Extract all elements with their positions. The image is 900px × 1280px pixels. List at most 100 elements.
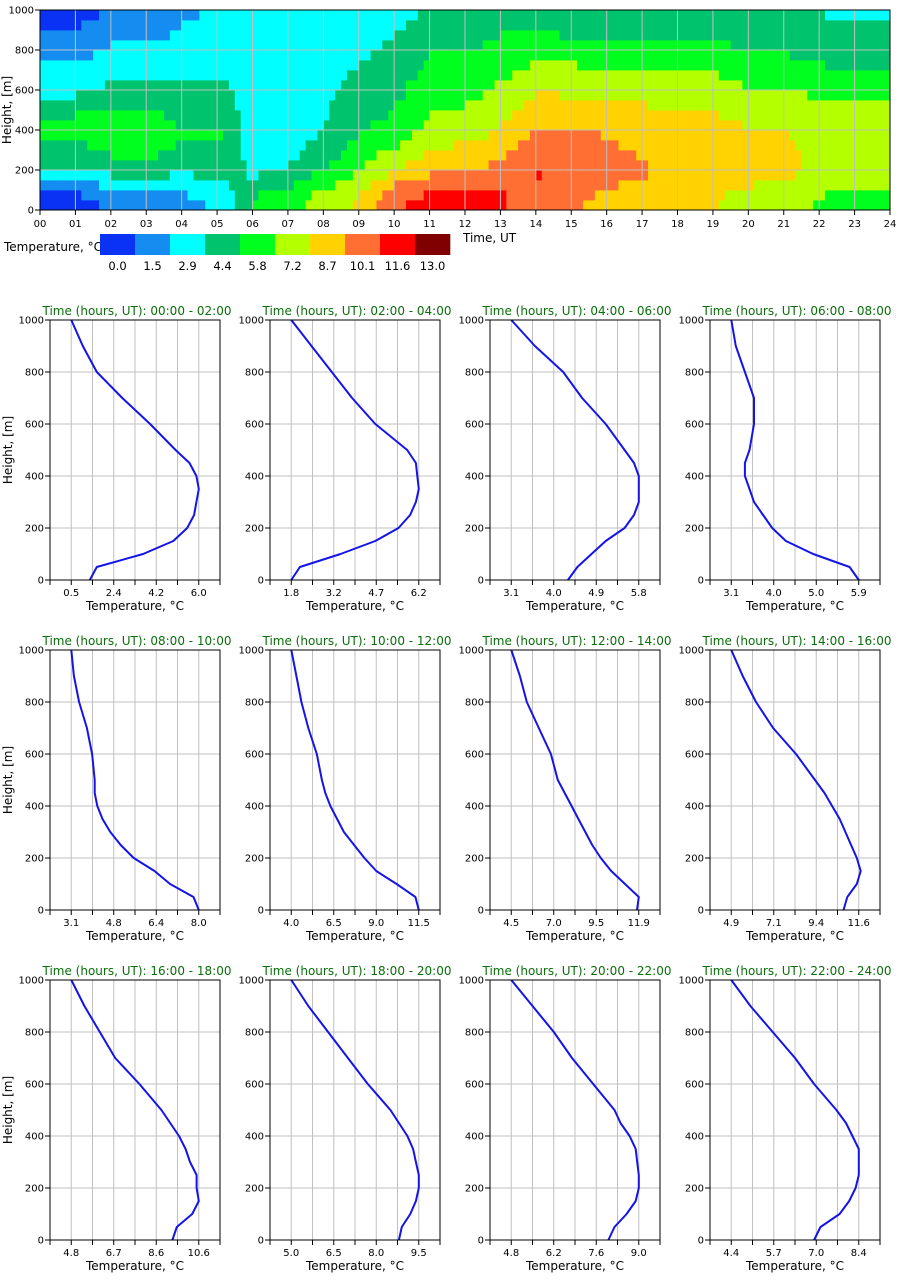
profile-y-tick-label: 0	[698, 576, 704, 587]
heatmap-cell	[364, 100, 371, 111]
heatmap-cell	[423, 170, 430, 181]
heatmap-cell	[801, 130, 808, 141]
heatmap-cell	[264, 120, 271, 131]
heatmap-cell	[830, 130, 838, 141]
heatmap-cell	[730, 30, 737, 41]
heatmap-x-tick-label: 02	[104, 219, 117, 230]
heatmap-cell	[553, 20, 560, 31]
heatmap-cell	[417, 170, 425, 181]
heatmap-cell	[482, 100, 490, 111]
heatmap-cell	[63, 20, 70, 31]
heatmap-cell	[187, 110, 194, 121]
profile-y-tick-label: 800	[245, 1028, 264, 1039]
heatmap-cell	[228, 50, 236, 61]
heatmap-cell	[653, 80, 661, 91]
heatmap-cell	[346, 200, 354, 211]
heatmap-cell	[217, 180, 224, 191]
heatmap-cell	[884, 120, 891, 131]
heatmap-cell	[376, 190, 383, 201]
heatmap-cell	[51, 190, 59, 201]
heatmap-cell	[512, 160, 519, 171]
heatmap-cell	[801, 110, 808, 121]
heatmap-cell	[211, 70, 218, 81]
heatmap-cell	[671, 140, 678, 151]
heatmap-cell	[453, 90, 460, 101]
heatmap-cell	[695, 100, 702, 111]
heatmap-cell	[825, 160, 832, 171]
heatmap-cell	[707, 150, 714, 161]
heatmap-cell	[447, 50, 454, 61]
heatmap-cell	[258, 60, 265, 71]
heatmap-cell	[394, 150, 401, 161]
heatmap-cell	[234, 100, 242, 111]
heatmap-cell	[476, 180, 484, 191]
heatmap-cell	[116, 40, 124, 51]
heatmap-cell	[866, 80, 873, 91]
heatmap-cell	[671, 80, 678, 91]
heatmap-cell	[435, 20, 442, 31]
profile-x-tick-label: 4.0	[766, 588, 782, 599]
heatmap-cell	[57, 150, 65, 161]
heatmap-cell	[87, 110, 94, 121]
heatmap-cell	[335, 90, 342, 101]
heatmap-cell	[270, 150, 277, 161]
heatmap-cell	[352, 170, 360, 181]
heatmap-cell	[689, 30, 696, 41]
profile-y-axis-title: Height, [m]	[1, 1076, 15, 1144]
heatmap-cell	[459, 110, 466, 121]
heatmap-cell	[848, 120, 855, 131]
heatmap-cell	[683, 60, 690, 71]
profile-x-tick-label: 6.2	[546, 1248, 562, 1259]
heatmap-cell	[689, 150, 696, 161]
heatmap-cell	[476, 80, 484, 91]
heatmap-cell	[234, 110, 242, 121]
heatmap-cell	[305, 130, 312, 141]
heatmap-cell	[577, 130, 584, 141]
heatmap-cell	[506, 80, 513, 91]
heatmap-cell	[801, 100, 808, 111]
profile-title: Time (hours, UT): 22:00 - 24:00	[701, 964, 891, 978]
profile-title: Time (hours, UT): 02:00 - 04:00	[261, 304, 451, 318]
heatmap-cell	[588, 140, 596, 151]
heatmap-cell	[51, 120, 59, 131]
heatmap-cell	[712, 90, 720, 101]
heatmap-cell	[465, 100, 472, 111]
heatmap-cell	[606, 100, 613, 111]
heatmap-cell	[228, 10, 236, 21]
heatmap-cell	[205, 40, 212, 51]
heatmap-cell	[689, 160, 696, 171]
heatmap-cell	[110, 30, 118, 41]
heatmap-cell	[193, 80, 200, 91]
heatmap-cell	[234, 90, 242, 101]
heatmap-cell	[447, 90, 454, 101]
heatmap-cell	[612, 10, 619, 21]
heatmap-cell	[352, 60, 360, 71]
heatmap-cell	[712, 180, 720, 191]
heatmap-cell	[736, 40, 743, 51]
heatmap-cell	[411, 130, 419, 141]
heatmap-cell	[116, 10, 124, 21]
heatmap-cell	[217, 40, 224, 51]
heatmap-cell	[45, 90, 53, 101]
heatmap-cell	[429, 30, 436, 41]
heatmap-cell	[465, 90, 472, 101]
heatmap-cell	[293, 50, 301, 61]
heatmap-cell	[724, 200, 732, 211]
heatmap-cell	[736, 190, 743, 201]
heatmap-cell	[653, 170, 661, 181]
heatmap-cell	[535, 100, 543, 111]
heatmap-cell	[518, 180, 525, 191]
heatmap-cell	[81, 60, 88, 71]
heatmap-cell	[175, 70, 183, 81]
heatmap-cell	[465, 70, 472, 81]
heatmap-cell	[766, 200, 773, 211]
heatmap-cell	[429, 170, 436, 181]
heatmap-cell	[429, 40, 436, 51]
heatmap-cell	[282, 80, 289, 91]
heatmap-cell	[825, 90, 832, 101]
heatmap-cell	[541, 160, 549, 171]
heatmap-cell	[807, 170, 814, 181]
heatmap-cell	[346, 70, 354, 81]
